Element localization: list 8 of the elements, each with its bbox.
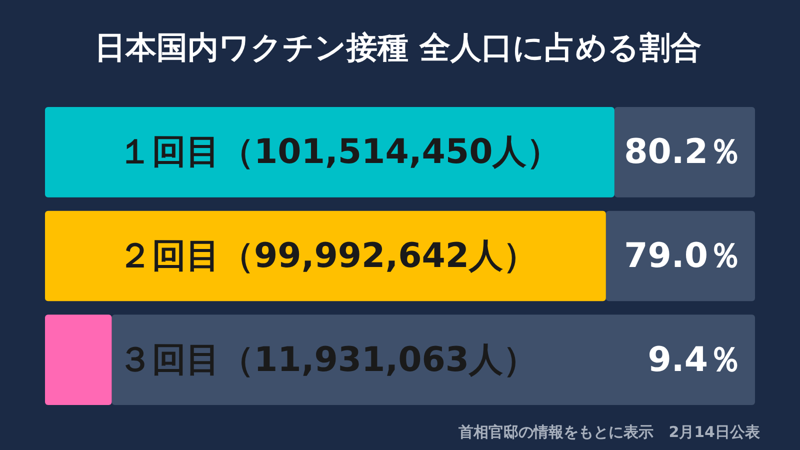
- data-label: 80.2％: [624, 132, 742, 172]
- y-tick-label: １回目（101,514,450人）: [118, 132, 561, 172]
- y-tick-label: ２回目（99,992,642人）: [118, 236, 538, 276]
- y-tick-label: ３回目（11,931,063人）: [118, 340, 538, 380]
- data-label: 9.4％: [648, 340, 742, 380]
- chart-title: 日本国内ワクチン接種 全人口に占める割合: [94, 30, 702, 66]
- text: 首相官邸の情報をもとに表示 2月14日公表: [458, 423, 761, 441]
- data-label: 79.0％: [624, 236, 742, 276]
